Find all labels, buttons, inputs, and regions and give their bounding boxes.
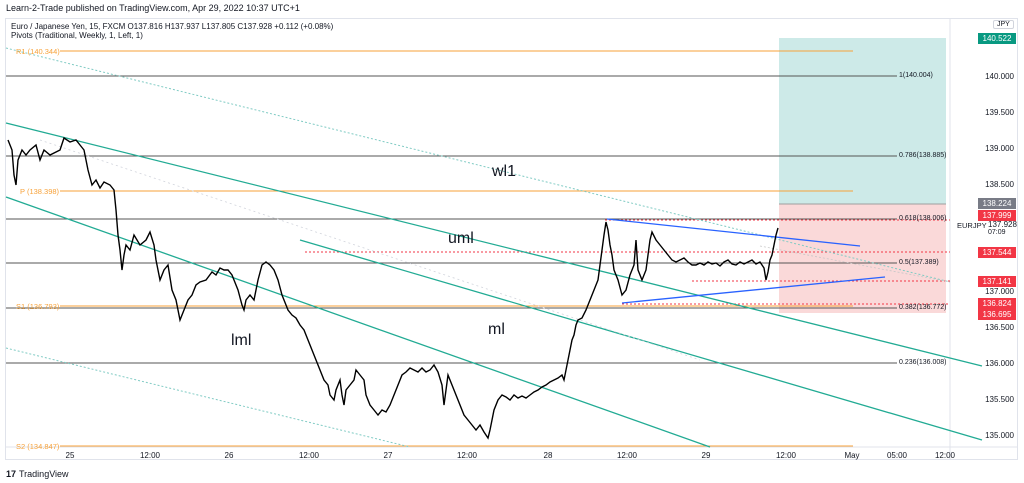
price-tick: 139.000 bbox=[985, 144, 1014, 153]
price-tick: 135.500 bbox=[985, 395, 1014, 404]
price-tick: 139.500 bbox=[985, 108, 1014, 117]
price-tag-level: 137.999 bbox=[978, 210, 1016, 221]
target-zone bbox=[779, 38, 946, 204]
currency-button[interactable]: JPY bbox=[993, 20, 1014, 29]
time-tick: May bbox=[844, 451, 860, 460]
price-path bbox=[7, 136, 779, 440]
indicator-legend[interactable]: Pivots (Traditional, Weekly, 1, Left, 1) bbox=[11, 31, 143, 40]
stop-zone bbox=[779, 204, 946, 313]
pitchfork-upper-line bbox=[5, 122, 983, 367]
current-price: 137.928 bbox=[988, 220, 1017, 229]
fib-label-0236: 0.236(136.008) bbox=[899, 359, 947, 366]
price-tag-target: 140.522 bbox=[978, 33, 1016, 44]
price-tag-entry: 138.224 bbox=[978, 198, 1016, 209]
tradingview-brand: TradingView bbox=[19, 469, 69, 479]
price-tick: 137.000 bbox=[985, 287, 1014, 296]
annotation-uml: uml bbox=[448, 230, 474, 247]
fib-label-0786: 0.786(138.885) bbox=[899, 152, 947, 159]
price-tick: 138.500 bbox=[985, 180, 1014, 189]
fib-label-0618: 0.618(138.006) bbox=[899, 215, 947, 222]
chart-frame bbox=[5, 18, 1018, 460]
time-tick: 05:00 bbox=[886, 451, 908, 460]
time-tick: 26 bbox=[224, 451, 234, 460]
fib-label-1: 1(140.004) bbox=[899, 72, 933, 79]
pivot-label-r1: R1 (140.344) bbox=[16, 47, 60, 56]
time-tick: 27 bbox=[383, 451, 393, 460]
price-tag-level: 136.824 bbox=[978, 298, 1016, 309]
pivot-label-p: P (138.398) bbox=[20, 187, 60, 196]
annotation-lml: lml bbox=[231, 332, 252, 349]
triangle-lower-line bbox=[621, 276, 886, 304]
pitchfork-ml-line bbox=[299, 239, 983, 441]
tradingview-logo[interactable]: 17 TradingView bbox=[6, 469, 69, 479]
faint-trend-line bbox=[39, 139, 701, 361]
time-tick: 25 bbox=[65, 451, 75, 460]
time-tick: 12:00 bbox=[298, 451, 320, 460]
time-tick: 12:00 bbox=[139, 451, 161, 460]
bar-countdown: 07:09 bbox=[988, 229, 1006, 236]
price-tick: 135.000 bbox=[985, 431, 1014, 440]
annotation-wl1: wl1 bbox=[492, 163, 517, 180]
triangle-upper-line bbox=[606, 218, 861, 247]
pivot-label-s1: S1 (136.793) bbox=[16, 302, 60, 311]
price-tag-level: 137.544 bbox=[978, 247, 1016, 258]
publisher-line: Learn-2-Trade published on TradingView.c… bbox=[6, 3, 300, 13]
tradingview-logo-icon: 17 bbox=[6, 469, 17, 479]
price-tick: 140.000 bbox=[985, 72, 1014, 81]
time-tick: 12:00 bbox=[934, 451, 956, 460]
symbol-label: EURJPY bbox=[957, 221, 987, 230]
fib-label-05: 0.5(137.389) bbox=[899, 259, 939, 266]
fib-label-0382: 0.382(136.772) bbox=[899, 304, 947, 311]
price-tag-stop: 136.695 bbox=[978, 309, 1016, 320]
time-tick: 29 bbox=[701, 451, 711, 460]
time-tick: 12:00 bbox=[775, 451, 797, 460]
price-tick: 136.000 bbox=[985, 359, 1014, 368]
price-tick: 136.500 bbox=[985, 323, 1014, 332]
pitchfork-lml-line bbox=[6, 272, 710, 447]
symbol-legend[interactable]: Euro / Japanese Yen, 15, FXCM O137.816 H… bbox=[11, 22, 334, 31]
pivot-label-s2: S2 (134.847) bbox=[16, 442, 60, 451]
time-tick: 12:00 bbox=[616, 451, 638, 460]
annotation-ml: ml bbox=[488, 321, 505, 338]
time-tick: 12:00 bbox=[456, 451, 478, 460]
warning-line-lower bbox=[5, 347, 411, 448]
pitchfork-median-line bbox=[5, 196, 711, 448]
price-tag-level: 137.141 bbox=[978, 276, 1016, 287]
time-tick: 28 bbox=[543, 451, 553, 460]
